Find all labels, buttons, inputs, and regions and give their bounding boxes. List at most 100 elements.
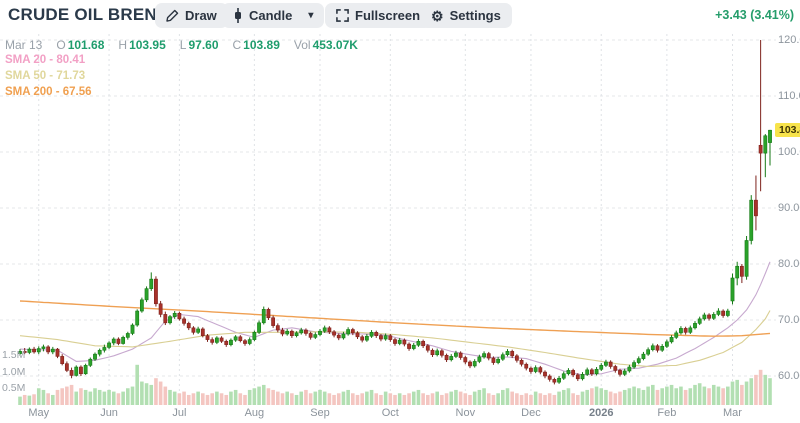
candle-body [121,337,126,344]
candle-body [285,330,290,335]
candle-body [299,329,304,334]
volume-bar [336,393,341,405]
candle-body [519,360,524,365]
candle-body [749,199,754,241]
candle-body [552,379,557,383]
volume-bar [529,394,533,405]
candle-body [716,310,721,315]
volume-bar [135,364,139,405]
volume-bar [93,388,97,405]
candle-body [313,334,318,338]
volume-bar [726,386,730,405]
ohlc-info-bar: Mar 13 O 101.68 H 103.95 L 97.60 C 103.89 Vo… [5,38,358,52]
candle-body [27,348,32,353]
candle-body [744,240,749,277]
volume-bar [144,383,149,405]
volume-bar [435,391,439,405]
candle-body [725,310,730,316]
candle-body [613,366,618,371]
volume-bar [116,393,121,405]
candle-body [191,327,196,333]
volume-bar [186,394,191,405]
candle-body [247,339,252,344]
volume-bar [580,391,585,405]
candle-body [505,351,510,356]
draw-button-label: Draw [185,8,217,23]
candle-body [538,367,543,373]
volume-bar [711,384,716,405]
volume-bar [430,393,435,405]
candle-body [275,325,280,331]
candle-body [46,346,51,353]
candle-body [646,349,651,355]
volume-bar [172,391,177,405]
volume-bar [768,378,772,405]
volume-axis-label: 1.5M [2,348,26,361]
candle-icon [233,8,243,23]
price-axis-label: 110.00 [778,90,800,102]
candle-type-button[interactable]: Candle ▾ [222,3,325,28]
volume-bar [660,388,664,405]
candle-body [669,337,674,343]
volume-bar [163,386,168,405]
candle-body [477,356,482,362]
volume-bar [238,393,243,405]
candle-type-label: Candle [249,8,293,23]
candle-body [88,358,93,366]
candle-body [500,354,505,360]
volume-bar [355,394,360,405]
volume-bar [79,388,83,405]
volume-bar [369,389,374,405]
volume-bar [229,391,233,405]
volume-bar [426,394,430,405]
candle-body [130,324,135,334]
candle-body [172,312,177,317]
volume-bar [383,391,388,405]
candle-body [205,335,210,340]
volume-bar [501,389,505,405]
draw-button[interactable]: Draw [155,3,228,28]
volume-bar [636,388,641,405]
candle-body [763,135,768,154]
volume-bar [669,384,674,405]
volume-bar [416,389,421,405]
candle-body [294,332,299,336]
volume-bar [36,388,41,405]
candle-body [472,361,477,367]
volume-bar [46,393,50,405]
candle-body [139,299,144,312]
volume-bar [622,389,627,405]
candle-body [707,314,711,319]
fullscreen-button[interactable]: Fullscreen [325,3,432,28]
candle-body [22,351,27,353]
candle-body [163,314,168,324]
volume-bar [515,393,519,405]
candle-body [468,361,472,367]
volume-bar [351,393,355,405]
candle-body [458,352,463,358]
volume-bar [543,394,547,405]
time-axis-label: May [28,407,50,419]
volume-bar [735,379,739,405]
volume-bar [102,391,107,405]
candle-body [168,316,172,324]
volume-bar [665,386,669,405]
candle-body [618,370,622,375]
settings-button[interactable]: ⚙ Settings [420,3,512,28]
candle-body [486,353,491,359]
volume-bar [688,388,693,405]
volume-bar [613,393,618,405]
volume-bar [585,389,589,405]
volume-bar [290,393,294,405]
volume-axis-label: 1.0M [2,365,26,378]
time-axis-label: Jul [172,407,187,419]
candle-body [374,332,379,336]
volume-bar [402,394,407,405]
low-value: L 97.60 [179,38,219,52]
volume-bar [510,391,514,405]
volume-bar [374,393,379,405]
candle-body [364,335,369,341]
price-change-badge: +3.43 (3.41%) [715,8,794,22]
volume-bar [243,394,247,405]
